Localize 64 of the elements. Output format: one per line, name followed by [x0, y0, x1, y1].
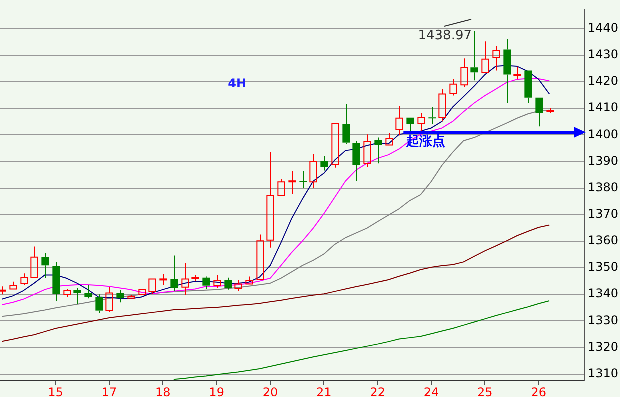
x-tick-label: 26: [531, 385, 546, 397]
candlestick: [170, 255, 178, 292]
y-tick-label: 1440: [588, 20, 619, 35]
candlestick: [396, 106, 404, 136]
y-tick-label: 1400: [588, 127, 619, 142]
candlestick: [84, 284, 92, 300]
y-tick-label: 1350: [588, 260, 619, 274]
candlestick: [352, 140, 360, 182]
candlestick: [106, 286, 114, 313]
candlestick: [160, 274, 168, 286]
ref-line-label: 起涨点: [406, 133, 446, 150]
y-tick-label: 1390: [588, 154, 619, 168]
x-tick-label: 21: [316, 385, 332, 397]
annotation: 4H: [228, 76, 247, 90]
candlestick: [310, 154, 318, 190]
candlestick: [482, 41, 490, 74]
y-tick-label: 1410: [588, 100, 619, 115]
x-tick-label: 24: [424, 385, 440, 397]
candlestick: [138, 289, 146, 296]
x-tick-label: 17: [102, 385, 118, 397]
candlestick: [116, 290, 124, 304]
x-tick-label: 25: [478, 385, 493, 397]
candlestick: [374, 137, 382, 164]
candlestick: [470, 31, 478, 82]
candlestick: [320, 156, 328, 172]
candlestick: [288, 170, 296, 195]
candlestick: [450, 78, 458, 96]
x-tick-label: 22: [370, 385, 386, 397]
x-tick-label: 20: [262, 385, 278, 397]
candlestick: [364, 134, 372, 168]
x-tick-label: 19: [209, 385, 224, 397]
candlestick: [536, 98, 544, 128]
y-tick-label: 1370: [588, 206, 619, 221]
y-tick-label: 1330: [588, 313, 619, 328]
candlestick: [460, 58, 468, 88]
candlestick: [96, 294, 104, 314]
candlestick: [418, 112, 426, 134]
candlestick: [524, 70, 532, 104]
candlestick: [300, 170, 308, 190]
y-tick-label: 1310: [588, 366, 619, 380]
candlestick: [504, 38, 512, 104]
candlestick: [492, 46, 500, 72]
y-tick-label: 1380: [588, 180, 619, 194]
candlestick: [42, 252, 50, 279]
candlestick: [332, 123, 340, 168]
candlestick: [202, 276, 210, 290]
y-tick-label: 1360: [588, 234, 619, 248]
candlestick: [52, 262, 60, 302]
annotation: 1438.97: [418, 28, 472, 44]
candlestick: [266, 152, 274, 248]
y-tick-label: 1340: [588, 286, 619, 301]
candlestick: [514, 66, 522, 80]
x-tick-label: 18: [156, 385, 171, 397]
candlestick: [30, 246, 38, 278]
y-tick-label: 1320: [588, 340, 619, 354]
x-tick-label: 15: [48, 385, 64, 397]
candlestick: [182, 262, 190, 296]
candlestick: [342, 104, 350, 145]
y-tick-label: 1430: [588, 48, 619, 62]
candlestick: [386, 133, 394, 146]
y-tick-label: 1420: [588, 74, 619, 88]
candlestick: [224, 277, 232, 290]
candlestick: [74, 288, 82, 305]
candlestick: [428, 106, 436, 124]
